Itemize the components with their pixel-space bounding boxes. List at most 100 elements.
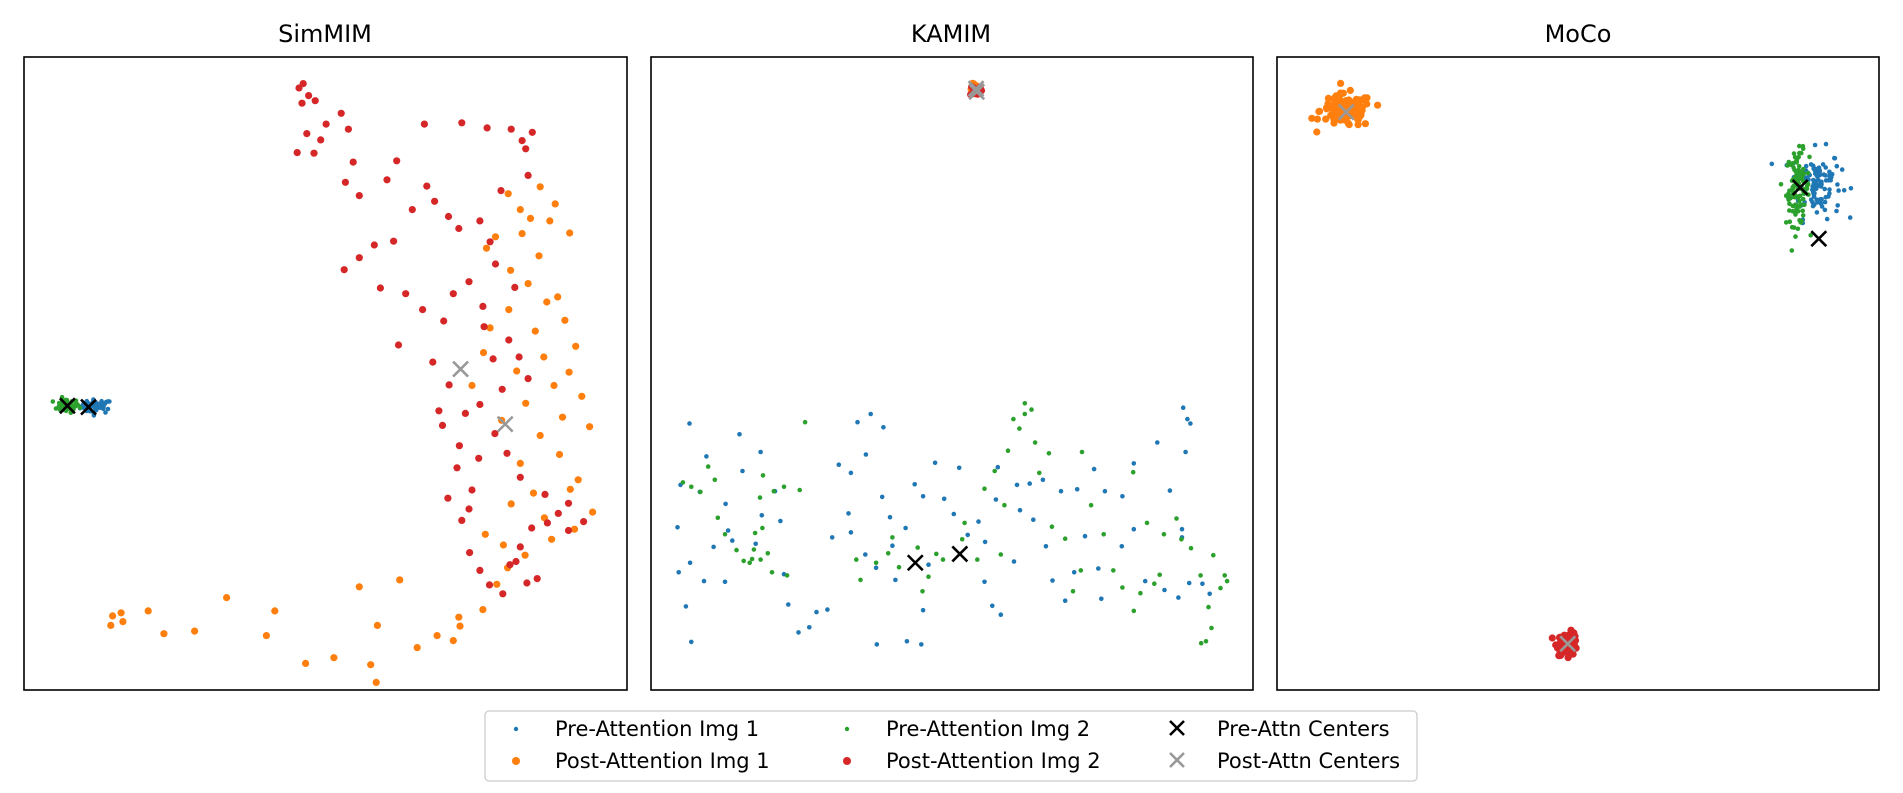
- simmim-point-post-attention-img-2: [393, 157, 401, 165]
- kamim-point-pre-attention-img-1: [1102, 488, 1108, 494]
- moco-point-pre-attention-img-2: [1778, 182, 1784, 187]
- kamim-point-pre-attention-img-1: [676, 570, 681, 575]
- kamim-point-pre-attention-img-2: [722, 532, 728, 537]
- moco-point-pre-attention-img-1: [1819, 179, 1824, 185]
- moco-point-post-attention-img-1: [1334, 96, 1342, 105]
- simmim-point-post-attention-img-1: [513, 367, 521, 375]
- kamim-point-pre-attention-img-1: [890, 543, 895, 548]
- moco-point-pre-attention-img-1: [1811, 166, 1816, 172]
- kamim-point-pre-attention-img-1: [704, 454, 709, 459]
- simmim-point-post-attention-img-2: [518, 137, 526, 145]
- legend-marker-post-centers: [1169, 752, 1185, 768]
- moco-point-pre-attention-img-1: [1848, 186, 1854, 191]
- legend-marker-pre-img2: [844, 726, 850, 732]
- simmim-point-post-attention-img-1: [330, 654, 338, 662]
- kamim-point-pre-attention-img-1: [730, 538, 735, 543]
- moco-point-pre-attention-img-1: [1814, 184, 1820, 190]
- simmim-point-post-attention-img-2: [370, 241, 378, 249]
- kamim-point-pre-attention-img-1: [759, 513, 765, 518]
- panel-title-moco: MoCo: [1545, 20, 1612, 48]
- simmim-point-post-attention-img-2: [420, 120, 428, 128]
- moco-point-pre-attention-img-2: [1786, 191, 1791, 197]
- moco-point-pre-attention-img-2: [1805, 170, 1811, 176]
- moco-point-pre-attention-img-2: [1793, 202, 1798, 207]
- simmim-point-post-attention-img-1: [566, 485, 574, 493]
- kamim-point-pre-attention-img-2: [934, 551, 939, 557]
- simmim-point-post-attention-img-1: [468, 381, 476, 390]
- simmim-point-post-attention-img-1: [191, 627, 199, 635]
- simmim-point-post-attention-img-1: [373, 621, 381, 630]
- moco-point-pre-attention-img-1: [1817, 197, 1823, 202]
- simmim-point-post-attention-img-2: [489, 355, 497, 363]
- kamim-point-pre-attention-img-2: [784, 573, 790, 578]
- moco-point-pre-attention-img-1: [1823, 141, 1829, 147]
- simmim-point-post-attention-img-2: [344, 125, 352, 133]
- kamim-point-pre-attention-img-2: [858, 577, 863, 583]
- simmim-point-post-attention-img-2: [522, 145, 530, 153]
- moco-point-pre-attention-img-2: [1788, 162, 1794, 168]
- simmim-point-post-attention-img-1: [456, 622, 464, 630]
- simmim-point-post-attention-img-2: [455, 224, 463, 233]
- kamim-point-pre-attention-img-2: [765, 551, 771, 556]
- simmim-point-post-attention-img-2: [507, 125, 515, 133]
- legend-marker-pre-img1: [513, 726, 519, 732]
- kamim-pre-attn-center-marker: [906, 554, 924, 572]
- kamim-point-pre-attention-img-1: [1176, 595, 1181, 600]
- moco-point-pre-attention-img-2: [1793, 159, 1798, 165]
- legend-marker-pre-centers: [1169, 720, 1185, 736]
- simmim-point-post-attention-img-2: [476, 217, 484, 225]
- moco-point-pre-attention-img-1: [1832, 155, 1837, 161]
- simmim-point-post-attention-img-2: [458, 516, 466, 525]
- kamim-point-pre-attention-img-2: [975, 557, 980, 562]
- moco-point-pre-attention-img-1: [1847, 215, 1853, 220]
- kamim-point-pre-attention-img-1: [1131, 526, 1137, 532]
- simmim-point-post-attention-img-2: [310, 149, 318, 157]
- kamim-point-pre-attention-img-1: [1040, 477, 1046, 483]
- simmim-point-post-attention-img-1: [589, 508, 597, 516]
- simmim-point-pre-attention-img-1: [105, 406, 111, 412]
- kamim-point-pre-attention-img-2: [1144, 520, 1150, 526]
- kamim-point-pre-attention-img-1: [1120, 494, 1125, 499]
- kamim-point-pre-attention-img-2: [1002, 502, 1007, 508]
- kamim-point-pre-attention-img-2: [1062, 536, 1068, 541]
- kamim-point-pre-attention-img-1: [1162, 587, 1167, 593]
- kamim-point-pre-attention-img-1: [723, 501, 728, 507]
- moco-pre-attn-center-marker: [1810, 230, 1828, 248]
- kamim-point-pre-attention-img-2: [689, 484, 694, 490]
- kamim-point-pre-attention-img-2: [1222, 573, 1227, 578]
- moco-point-pre-attention-img-2: [1795, 195, 1801, 200]
- simmim-point-post-attention-img-2: [498, 385, 506, 393]
- simmim-point-post-attention-img-1: [499, 541, 507, 549]
- moco-point-post-attention-img-1: [1374, 101, 1382, 109]
- simmim-point-post-attention-img-2: [355, 254, 363, 262]
- moco-point-pre-attention-img-2: [1787, 219, 1793, 224]
- moco-point-pre-attention-img-2: [1787, 201, 1792, 207]
- moco-point-pre-attention-img-2: [1793, 173, 1799, 179]
- moco-point-pre-attention-img-1: [1808, 197, 1814, 202]
- simmim-point-post-attention-img-1: [455, 613, 463, 621]
- legend-label-post-img1: Post-Attention Img 1: [555, 749, 770, 773]
- kamim-point-pre-attention-img-1: [796, 630, 801, 635]
- kamim-point-pre-attention-img-1: [675, 525, 680, 530]
- simmim-point-post-attention-img-2: [503, 449, 511, 457]
- panel-kamim: KAMIM: [650, 20, 1254, 691]
- moco-point-pre-attention-img-1: [1820, 162, 1826, 167]
- kamim-point-pre-attention-img-2: [734, 547, 739, 553]
- kamim-point-pre-attention-img-1: [1014, 482, 1020, 488]
- kamim-point-pre-attention-img-1: [1082, 533, 1088, 539]
- kamim-point-pre-attention-img-1: [1058, 488, 1064, 494]
- moco-point-pre-attention-img-2: [1802, 202, 1807, 208]
- simmim-point-post-attention-img-1: [572, 342, 580, 350]
- kamim-point-pre-attention-img-1: [893, 577, 898, 583]
- simmim-point-post-attention-img-1: [529, 489, 538, 497]
- simmim-point-post-attention-img-2: [458, 119, 466, 127]
- moco-point-post-attention-img-1: [1313, 115, 1321, 123]
- moco-point-post-attention-img-1: [1315, 107, 1323, 116]
- simmim-point-post-attention-img-2: [564, 526, 573, 535]
- kamim-point-pre-attention-img-2: [1130, 469, 1136, 475]
- simmim-point-post-attention-img-1: [119, 618, 127, 626]
- simmim-point-pre-attention-img-2: [50, 399, 56, 404]
- moco-point-pre-attention-img-2: [1797, 150, 1802, 156]
- moco-point-pre-attention-img-1: [1827, 191, 1832, 196]
